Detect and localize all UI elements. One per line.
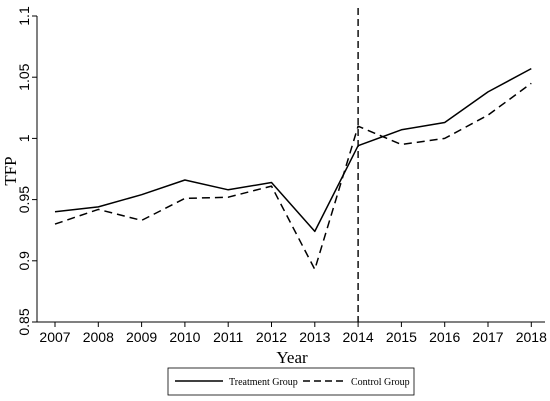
x-tick-label: 2017 bbox=[472, 329, 503, 345]
control-group-line bbox=[54, 82, 532, 271]
legend: Treatment Group Control Group bbox=[167, 367, 415, 396]
x-tick-label: 2012 bbox=[256, 329, 287, 345]
x-tick-label: 2015 bbox=[386, 329, 417, 345]
y-tick-label: 0.85 bbox=[16, 308, 32, 335]
x-axis-title: Year bbox=[276, 348, 308, 367]
x-tick-label: 2011 bbox=[213, 329, 243, 345]
x-tick-label: 2009 bbox=[126, 329, 157, 345]
x-tick-label: 2016 bbox=[429, 329, 460, 345]
x-tick-label: 2010 bbox=[169, 329, 200, 345]
y-tick-label: 1 bbox=[16, 134, 32, 142]
series-lines bbox=[54, 67, 532, 271]
y-axis-title: TFP bbox=[1, 156, 20, 185]
y-tick-label: 1.05 bbox=[16, 63, 32, 90]
legend-label-treatment: Treatment Group bbox=[229, 377, 298, 388]
y-tick-label: 1.1 bbox=[16, 6, 32, 26]
x-tick-label: 2007 bbox=[39, 329, 70, 345]
x-tick-label: 2008 bbox=[83, 329, 114, 345]
legend-label-control: Control Group bbox=[351, 377, 410, 388]
treatment-group-line bbox=[54, 67, 532, 233]
y-tick-label: 0.9 bbox=[16, 251, 32, 271]
x-tick-label: 2013 bbox=[299, 329, 330, 345]
y-tick-label: 0.95 bbox=[16, 186, 32, 213]
y-ticks: 0.85 0.9 0.95 1 1.05 1.1 bbox=[16, 6, 37, 336]
x-tick-label: 2018 bbox=[516, 329, 547, 345]
x-tick-label: 2014 bbox=[343, 329, 374, 345]
x-ticks: 2007 2008 2009 2010 2011 2012 2013 2014 2015 2016… bbox=[39, 322, 547, 345]
